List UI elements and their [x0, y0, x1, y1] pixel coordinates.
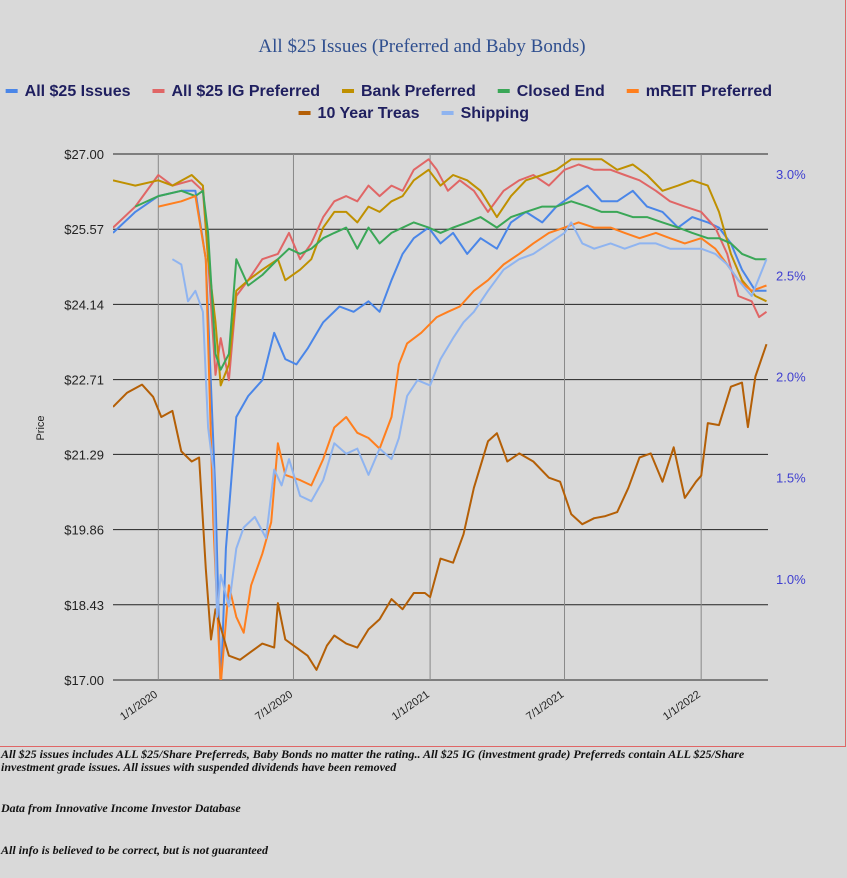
y2-axis: 3.0% 2.5% 2.0% 1.5% 1.0% [776, 167, 806, 587]
x-tick-label: 7/1/2021 [524, 689, 566, 723]
y-tick-label: $22.71 [64, 373, 104, 388]
legend-label-closed-end: Closed End [517, 83, 605, 100]
y2-tick-label: 3.0% [776, 167, 806, 182]
x-axis: 1/1/2020 7/1/2020 1/1/2021 7/1/2021 1/1/2022 [118, 689, 703, 723]
legend-swatch-10-year-treas [298, 111, 311, 115]
y2-tick-label: 2.0% [776, 370, 806, 385]
y2-tick-label: 1.5% [776, 471, 806, 486]
legend-swatch-all-25-issues [5, 89, 18, 93]
legend-label-mreit-preferred: mREIT Preferred [646, 83, 772, 100]
series-lines [113, 158, 768, 680]
y-axis-label: Price [35, 415, 47, 440]
legend-swatch-mreit-preferred [626, 89, 639, 93]
x-tick-label: 1/1/2021 [390, 689, 432, 723]
series-line-all-25-ig-preferred [113, 158, 768, 382]
legend-label-all-25-ig-preferred: All $25 IG Preferred [171, 83, 320, 100]
y-tick-label: $27.00 [64, 147, 104, 162]
y2-tick-label: 2.5% [776, 268, 806, 283]
legend-label-shipping: Shipping [461, 105, 529, 122]
legend-swatch-closed-end [497, 89, 510, 93]
legend-swatch-all-25-ig-preferred [152, 89, 165, 93]
note-line-1: All $25 issues includes ALL $25/Share Pr… [1, 747, 745, 761]
y-axis: $27.00 $25.57 $24.14 $22.71 $21.29 $19.86 $18.… [64, 147, 104, 688]
legend-swatch-shipping [441, 111, 454, 115]
x-tick-label: 7/1/2020 [253, 689, 295, 723]
legend-label-bank-preferred: Bank Preferred [361, 83, 476, 100]
series-line-10-year-treas [113, 343, 768, 671]
y-tick-label: $19.86 [64, 523, 104, 538]
gridlines [113, 153, 768, 681]
chart-title: All $25 Issues (Preferred and Baby Bonds… [258, 36, 585, 57]
series-line-bank-preferred [113, 158, 767, 387]
line-chart: All $25 Issues (Preferred and Baby Bonds… [5, 36, 806, 723]
series-line-mreit-preferred [158, 195, 767, 680]
y-tick-label: $25.57 [64, 222, 104, 237]
legend-label-10-year-treas: 10 Year Treas [318, 105, 420, 122]
y-tick-label: $18.43 [64, 598, 104, 613]
legend-label-all-25-issues: All $25 Issues [25, 83, 131, 100]
series-line-closed-end [134, 189, 767, 371]
y-tick-label: $21.29 [64, 447, 104, 462]
y2-tick-label: 1.0% [776, 572, 806, 587]
disclaimer-note: All info is believed to be correct, but … [1, 843, 268, 857]
y-tick-label: $17.00 [64, 673, 104, 688]
legend-swatch-bank-preferred [342, 89, 355, 93]
x-tick-label: 1/1/2020 [118, 689, 160, 723]
note-line-2: investment grade issues. All issues with… [1, 760, 397, 774]
x-tick-label: 1/1/2022 [661, 689, 703, 723]
source-note: Data from Innovative Income Investor Dat… [1, 801, 241, 815]
series-line-shipping [171, 221, 768, 618]
chart-frame: All $25 Issues (Preferred and Baby Bonds… [0, 0, 846, 747]
y-tick-label: $24.14 [64, 297, 104, 312]
legend: All $25 Issues All $25 IG Preferred Bank P… [5, 83, 772, 122]
